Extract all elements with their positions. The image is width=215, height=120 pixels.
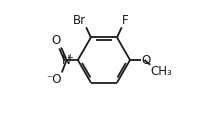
Text: N: N <box>62 54 71 66</box>
Text: ⁻O: ⁻O <box>46 73 61 86</box>
Text: +: + <box>66 53 73 62</box>
Text: Br: Br <box>72 14 86 27</box>
Text: CH₃: CH₃ <box>151 65 172 78</box>
Text: F: F <box>122 14 129 27</box>
Text: O: O <box>141 54 151 66</box>
Text: O: O <box>51 34 61 47</box>
